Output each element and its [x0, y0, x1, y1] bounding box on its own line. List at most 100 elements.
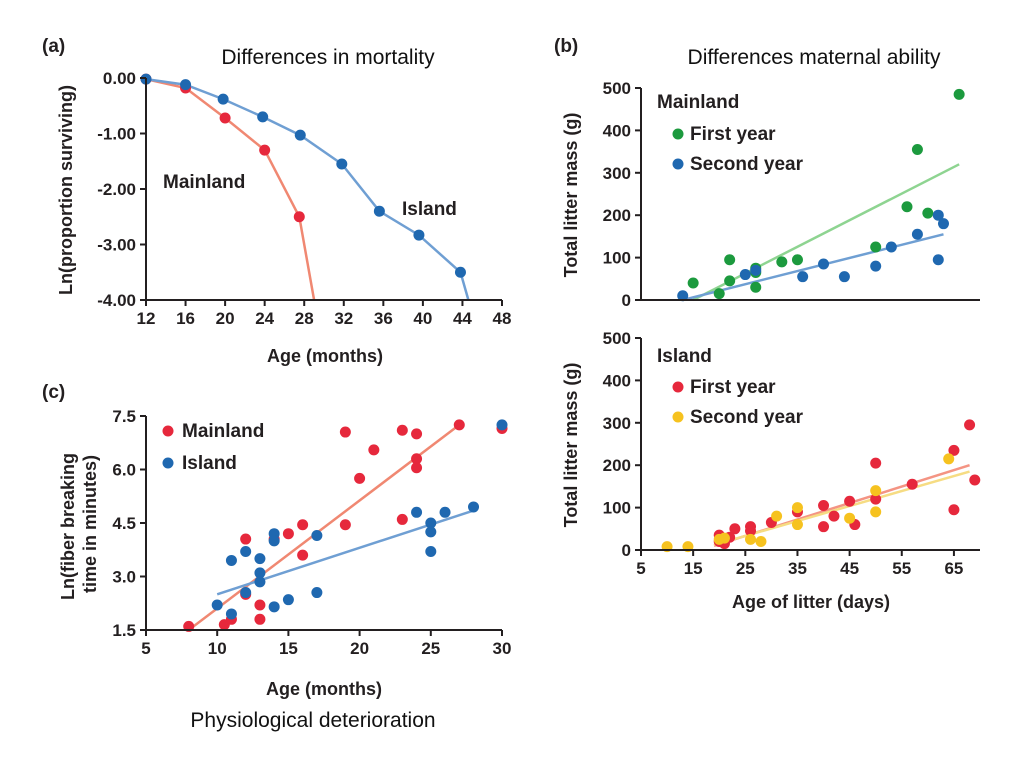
point-first-year	[687, 277, 699, 289]
line-mainland	[145, 77, 316, 301]
panel-b-top-y-axis-label: Total litter mass (g)	[561, 113, 581, 278]
point-first-year	[776, 256, 788, 268]
point-first-year	[818, 521, 830, 533]
panel-b-bottom: 5 15 25 35 45 55 65 500 400 300 200 100 0 Age of li…	[561, 329, 981, 612]
point-first-year	[745, 525, 757, 537]
panel-c-x-tick-label: 25	[421, 639, 440, 658]
point-mainland	[297, 519, 309, 531]
panel-b-bottom-y-tick-label: 0	[622, 541, 631, 560]
legend-label-first-year: First year	[690, 124, 776, 145]
point-first-year	[969, 474, 981, 486]
point-first-year	[901, 201, 913, 213]
panel-b-bottom-y-tick-label: 300	[603, 414, 631, 433]
panel-a: (a) Differences in mortality 12 16 20 24 28 3…	[42, 36, 511, 366]
point-mainland	[339, 426, 351, 438]
panel-b-bottom-x-tick-label: 65	[944, 559, 963, 578]
point-second-year	[750, 264, 762, 276]
panel-c-y-tick-label: 4.5	[112, 514, 136, 533]
point-mainland	[297, 549, 309, 561]
point-island	[425, 546, 437, 558]
point-mainland	[219, 112, 231, 124]
legend-label-mainland: Mainland	[182, 421, 264, 442]
point-island	[336, 158, 348, 170]
point-second-year	[718, 532, 730, 544]
panel-c-letter: (c)	[42, 382, 65, 403]
point-mainland	[368, 444, 380, 456]
point-island	[180, 79, 192, 91]
point-second-year	[771, 510, 783, 522]
point-island	[496, 419, 508, 431]
legend-label-island: Island	[182, 453, 237, 474]
panel-c-x-tick-label: 30	[493, 639, 512, 658]
panel-a-y-tick-label: -4.00	[97, 291, 136, 310]
panel-c-y-tick-label: 3.0	[112, 568, 136, 587]
legend-title-mainland: Mainland	[657, 92, 739, 113]
point-mainland	[396, 513, 408, 525]
legend-marker-red	[672, 381, 684, 393]
point-island	[254, 576, 266, 588]
trendline-second-year	[713, 470, 970, 547]
panel-b-top-y-ticks: 500 400 300 200 100 0	[603, 79, 641, 310]
panel-c-legend: Mainland Island	[162, 421, 264, 474]
panel-a-y-ticks: 0.00 -1.00 -2.00 -3.00 -4.00	[97, 69, 146, 310]
point-mainland	[339, 519, 351, 531]
point-island	[211, 599, 223, 611]
panel-a-lines	[145, 77, 470, 301]
point-second-year	[797, 271, 809, 283]
legend-marker-mainland	[162, 425, 174, 437]
point-first-year	[724, 254, 736, 266]
point-second-year	[885, 241, 897, 253]
panel-b-bottom-y-tick-label: 200	[603, 456, 631, 475]
panel-b-top-y-tick-label: 0	[622, 291, 631, 310]
panel-a-x-tick-label: 48	[493, 309, 512, 328]
panel-a-points	[140, 73, 466, 278]
panel-a-x-tick-label: 24	[255, 309, 274, 328]
point-second-year	[937, 218, 949, 230]
panel-b-top: (b) Differences maternal ability 500 400 3…	[554, 36, 980, 310]
point-mainland	[453, 419, 465, 431]
panel-c-x-tick-label: 15	[279, 639, 298, 658]
panel-c-y-axis-label-line-2: time in minutes)	[80, 455, 100, 593]
panel-b-bottom-y-tick-label: 500	[603, 329, 631, 348]
point-island	[311, 587, 323, 599]
panel-c-x-tick-label: 10	[208, 639, 227, 658]
point-second-year	[791, 519, 803, 531]
panel-b-bottom-x-tick-label: 55	[892, 559, 911, 578]
legend-marker-blue	[672, 158, 684, 170]
point-mainland	[411, 462, 423, 474]
point-island	[294, 129, 306, 141]
panel-b-top-legend: Mainland First year Second year	[657, 92, 804, 175]
panel-c-x-tick-label: 5	[141, 639, 150, 658]
annotation-mainland: Mainland	[163, 172, 245, 193]
legend-label-second-year: Second year	[690, 154, 804, 175]
panel-c-y-axis-label-line-1: Ln(fiber breaking	[58, 453, 78, 600]
point-island	[254, 553, 266, 565]
point-island	[240, 546, 252, 558]
legend-label-second-year-island: Second year	[690, 407, 804, 428]
point-mainland	[254, 613, 266, 625]
panel-c-points	[183, 419, 508, 632]
point-second-year	[844, 512, 856, 524]
point-second-year	[911, 228, 923, 240]
panel-c-y-axis-label: Ln(fiber breaking time in minutes)	[58, 448, 100, 600]
point-island	[468, 501, 480, 513]
point-first-year	[750, 281, 762, 293]
legend-marker-green	[672, 128, 684, 140]
point-island	[311, 529, 323, 541]
panel-a-y-tick-label: -2.00	[97, 180, 136, 199]
point-first-year	[870, 241, 882, 253]
panel-b-bottom-y-ticks: 500 400 300 200 100 0	[603, 329, 641, 560]
point-island	[439, 506, 451, 518]
trendline-second-year	[682, 233, 944, 302]
point-first-year	[953, 88, 965, 100]
panel-a-x-axis-label: Age (months)	[267, 346, 383, 366]
point-island	[454, 266, 466, 278]
panel-a-letter: (a)	[42, 36, 65, 57]
point-first-year	[870, 493, 882, 505]
point-first-year	[964, 419, 976, 431]
point-second-year	[870, 506, 882, 518]
panel-a-x-tick-label: 16	[176, 309, 195, 328]
point-island	[425, 517, 437, 529]
annotation-island: Island	[402, 199, 457, 220]
